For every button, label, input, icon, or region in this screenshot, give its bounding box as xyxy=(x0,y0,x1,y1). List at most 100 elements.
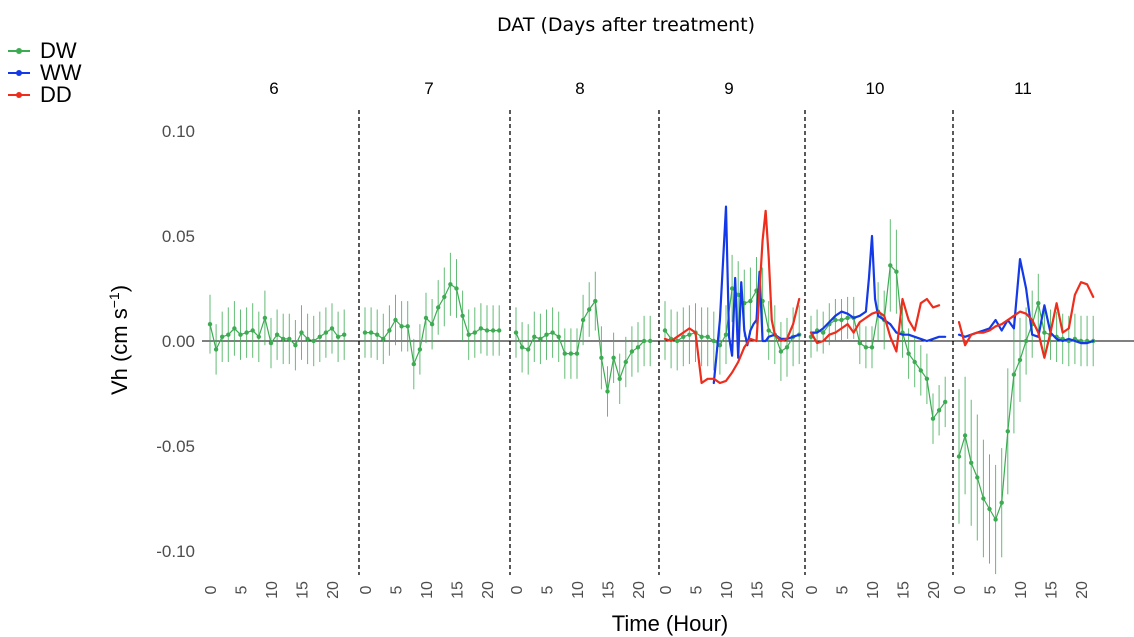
dw-data-point xyxy=(497,328,502,333)
x-tick-label: 20 xyxy=(325,581,342,599)
x-tick-label: 5 xyxy=(689,585,706,594)
dw-data-point xyxy=(213,347,219,352)
x-tick-label: 0 xyxy=(804,585,821,594)
dw-data-point xyxy=(362,330,368,335)
dw-data-point xyxy=(981,496,986,501)
legend: DW WW DD xyxy=(8,40,82,106)
legend-swatch-dd xyxy=(8,88,30,102)
dw-data-point xyxy=(1005,429,1010,434)
y-tick-label: 0.00 xyxy=(162,332,195,351)
dw-data-point xyxy=(623,359,628,365)
dw-data-point xyxy=(681,334,686,339)
dw-data-point xyxy=(519,345,525,350)
dw-data-point xyxy=(863,345,869,350)
dw-data-point xyxy=(393,317,398,323)
legend-swatch-ww xyxy=(8,66,30,80)
dw-data-point xyxy=(417,347,423,352)
x-tick-label: 10 xyxy=(1013,581,1030,599)
dw-data-point xyxy=(736,292,741,297)
dw-data-point xyxy=(436,305,441,310)
dw-data-point xyxy=(305,336,310,342)
dw-data-point xyxy=(993,517,998,522)
x-tick-label: 15 xyxy=(896,581,913,599)
legend-item-ww: WW xyxy=(8,62,82,84)
dw-data-point xyxy=(381,336,386,342)
dw-data-point xyxy=(912,359,917,365)
dw-data-point xyxy=(1011,372,1017,377)
dw-data-point xyxy=(281,336,286,342)
dw-data-point xyxy=(648,338,653,344)
dw-data-point xyxy=(662,328,668,333)
dw-data-point xyxy=(238,332,243,337)
dd-series-line xyxy=(663,209,801,385)
dw-data-point xyxy=(580,317,586,323)
dw-data-point xyxy=(987,506,992,512)
dw-data-point xyxy=(454,286,459,291)
dw-data-point xyxy=(544,332,549,337)
legend-item-dw: DW xyxy=(8,40,82,62)
dw-data-point xyxy=(778,349,784,354)
x-tick-label: 10 xyxy=(865,581,882,599)
dw-data-point xyxy=(943,399,948,405)
x-tick-label: 0 xyxy=(952,585,969,594)
dw-data-point xyxy=(226,332,231,337)
dw-data-point xyxy=(423,315,429,321)
panel-label: 8 xyxy=(575,79,584,98)
x-tick-label: 10 xyxy=(419,581,436,599)
x-tick-label: 10 xyxy=(264,581,281,599)
dw-data-point xyxy=(244,330,249,335)
dw-data-point xyxy=(845,315,850,321)
x-tick-label: 20 xyxy=(1074,581,1091,599)
legend-item-dd: DD xyxy=(8,84,82,106)
dw-data-point xyxy=(641,338,647,344)
y-tick-label: 0.10 xyxy=(162,122,195,141)
dw-data-point xyxy=(274,332,280,337)
x-tick-label: 0 xyxy=(509,585,526,594)
dw-data-point xyxy=(924,376,930,381)
legend-swatch-dw xyxy=(8,44,30,58)
x-tick-label: 5 xyxy=(983,585,1000,594)
dw-data-point xyxy=(857,340,862,346)
dw-data-point xyxy=(460,313,465,318)
dw-data-point xyxy=(605,389,610,394)
dw-data-point xyxy=(705,334,710,339)
dw-data-point xyxy=(821,330,826,335)
x-tick-label: 20 xyxy=(926,581,943,599)
dw-data-point xyxy=(568,351,574,356)
dw-data-point xyxy=(1017,357,1023,363)
dw-data-point xyxy=(717,343,723,348)
dw-data-point xyxy=(472,330,477,335)
y-axis-label: Vh (cm s−1) xyxy=(106,285,132,395)
x-tick-label: 15 xyxy=(1044,581,1061,599)
dw-data-point xyxy=(268,340,274,346)
x-tick-label: 0 xyxy=(658,585,675,594)
x-tick-label: 15 xyxy=(295,581,312,599)
x-tick-label: 15 xyxy=(601,581,618,599)
chart-title: DAT (Days after treatment) xyxy=(497,14,756,36)
dw-data-point xyxy=(918,368,923,373)
x-tick-label: 5 xyxy=(389,585,406,594)
dw-data-point xyxy=(311,338,316,344)
dw-data-point xyxy=(323,330,329,335)
dw-data-point xyxy=(869,345,875,350)
dw-data-point xyxy=(617,376,622,381)
x-tick-label: 20 xyxy=(480,581,497,599)
dw-data-point xyxy=(629,349,635,354)
dw-data-point xyxy=(532,334,537,339)
dw-data-point xyxy=(526,347,531,352)
x-tick-label: 10 xyxy=(570,581,587,599)
dw-data-point xyxy=(969,460,974,465)
ww-series-line xyxy=(957,258,1095,345)
ww-series-line xyxy=(809,234,947,343)
dw-data-point xyxy=(599,355,604,360)
x-tick-label: 15 xyxy=(750,581,767,599)
dw-data-point xyxy=(513,330,519,335)
dw-data-point xyxy=(839,317,844,323)
dw-data-point xyxy=(220,334,225,339)
dw-data-point xyxy=(335,334,341,339)
dw-data-point xyxy=(262,315,268,321)
dw-data-point xyxy=(293,343,298,348)
dw-data-point xyxy=(784,345,790,350)
dw-data-point xyxy=(1023,338,1029,344)
